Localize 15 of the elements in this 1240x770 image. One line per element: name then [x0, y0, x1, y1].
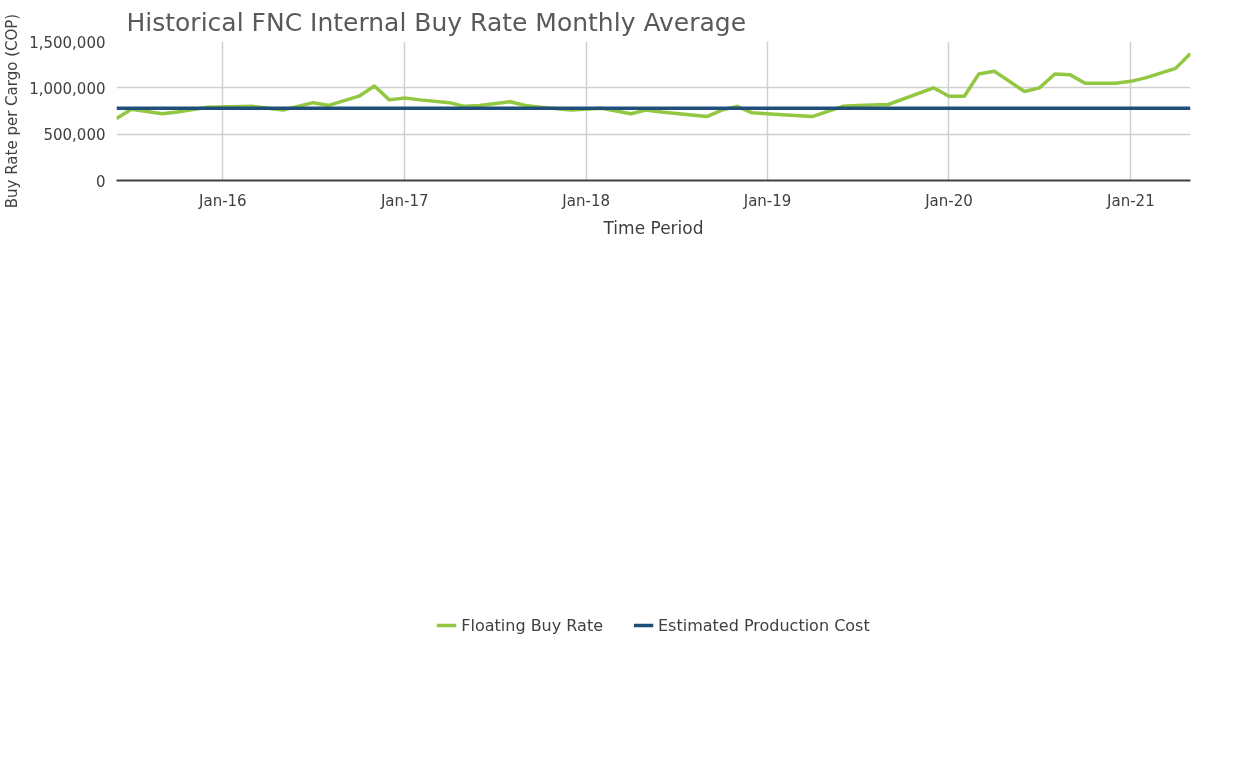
y-tick-label: 0	[95, 172, 106, 191]
x-tick-label: Jan-18	[561, 191, 610, 210]
y-tick-label: 500,000	[43, 126, 106, 145]
y-tick-label: 1,000,000	[29, 79, 106, 98]
x-tick-label: Jan-17	[379, 191, 429, 210]
y-tick-label: 1,500,000	[29, 33, 106, 52]
x-tick-label: Jan-19	[742, 191, 792, 210]
legend-label: Floating Buy Rate	[461, 615, 603, 635]
x-tick-label: Jan-21	[1106, 191, 1155, 210]
y-axis-title: Buy Rate per Cargo (COP)	[3, 13, 22, 209]
x-tick-label: Jan-16	[198, 191, 247, 210]
chart-title: Historical FNC Internal Buy Rate Monthly Average	[126, 7, 747, 37]
x-tick-label: Jan-20	[924, 191, 973, 210]
x-axis-title: Time Period	[602, 217, 704, 238]
legend-label: Estimated Production Cost	[658, 615, 870, 635]
